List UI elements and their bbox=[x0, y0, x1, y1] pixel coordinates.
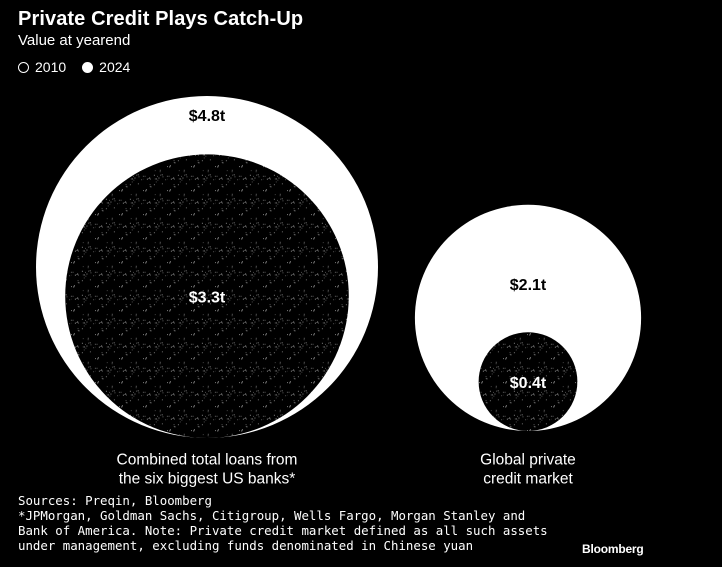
outline-circle-icon bbox=[18, 61, 29, 73]
legend: 2010 2024 bbox=[18, 59, 146, 75]
chart-subtitle: Value at yearend bbox=[18, 32, 131, 49]
bubble-2024 bbox=[65, 154, 349, 438]
chart-title: Private Credit Plays Catch-Up bbox=[18, 8, 304, 30]
legend-label-2024: 2024 bbox=[99, 59, 131, 75]
data-label-2010: $4.8t bbox=[189, 108, 226, 125]
data-label-2024: $3.3t bbox=[189, 289, 226, 306]
legend-label-2010: 2010 bbox=[35, 59, 67, 75]
legend-item-2010: 2010 bbox=[18, 59, 66, 75]
bubble-2010 bbox=[414, 204, 642, 431]
legend-item-2024: 2024 bbox=[82, 59, 130, 75]
footnote-line: *JPMorgan, Goldman Sachs, Citigroup, Wel… bbox=[18, 508, 526, 523]
filled-circle-icon bbox=[82, 61, 94, 73]
footnote-line: Bank of America. Note: Private credit ma… bbox=[18, 523, 548, 538]
footnote: Sources: Preqin, Bloomberg *JPMorgan, Go… bbox=[18, 493, 558, 553]
footnote-line: Sources: Preqin, Bloomberg bbox=[18, 493, 212, 508]
data-label-2010: $2.1t bbox=[510, 277, 547, 294]
category-label: the six biggest US banks* bbox=[119, 470, 296, 487]
category-label: credit market bbox=[483, 470, 573, 487]
brand-logo: Bloomberg bbox=[582, 542, 644, 556]
footnote-line: under management, excluding funds denomi… bbox=[18, 538, 474, 553]
bubble-2024 bbox=[478, 332, 578, 432]
category-label: Global private bbox=[480, 451, 576, 468]
data-label-2024: $0.4t bbox=[510, 375, 547, 392]
category-label: Combined total loans from bbox=[117, 451, 298, 468]
